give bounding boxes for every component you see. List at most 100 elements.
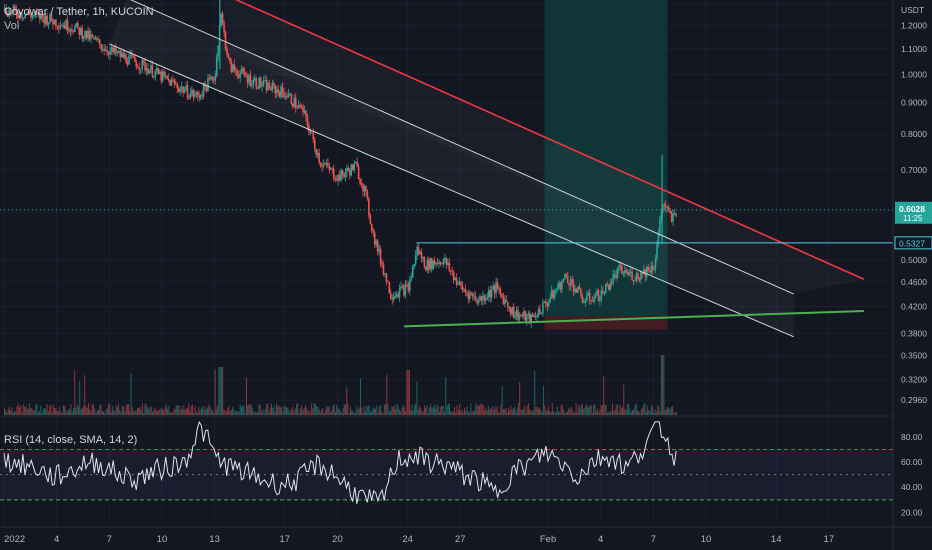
candle-body — [343, 174, 345, 177]
candle-body — [368, 198, 370, 216]
volume-bar — [402, 404, 404, 415]
volume-bar — [662, 355, 664, 415]
volume-bar — [400, 411, 402, 415]
candle-body — [610, 283, 613, 285]
candle-body — [9, 9, 12, 14]
volume-bar — [332, 405, 334, 415]
volume-bar — [69, 408, 71, 415]
time-axis-label: 14 — [771, 534, 782, 545]
volume-bar — [199, 410, 201, 415]
volume-bar — [341, 412, 343, 415]
volume-bar — [287, 407, 289, 415]
volume-bar — [333, 404, 335, 415]
volume-bar — [31, 408, 33, 415]
volume-bar — [593, 404, 595, 415]
candle-body — [593, 297, 595, 302]
volume-bar — [430, 403, 432, 415]
candle-body — [217, 45, 220, 57]
volume-bar — [579, 407, 581, 415]
candle-body — [388, 281, 391, 294]
volume-bar — [76, 403, 78, 415]
candle-body — [271, 83, 274, 91]
candle-body — [384, 273, 386, 275]
candle-body — [318, 153, 320, 163]
candle-body — [205, 87, 208, 92]
rsi-axis-tick: 40.00 — [901, 482, 923, 492]
candle-body — [313, 139, 316, 149]
volume-bar — [378, 407, 380, 415]
volume-bar — [469, 412, 471, 415]
volume-bar — [412, 410, 414, 415]
volume-bar — [67, 409, 69, 415]
candle-body — [533, 315, 535, 318]
candle-body — [585, 295, 588, 301]
candle-body — [78, 27, 81, 35]
long-position-stop-zone — [544, 316, 668, 330]
volume-bar — [640, 409, 642, 415]
volume-bar — [265, 404, 267, 415]
volume-bar — [11, 407, 13, 415]
candle-body — [300, 106, 303, 108]
candle-body — [370, 223, 373, 232]
candle-body — [173, 80, 176, 84]
candle-body — [577, 286, 579, 293]
candle-body — [49, 14, 51, 23]
candle-body — [191, 90, 193, 93]
volume-bar — [584, 407, 586, 415]
volume-bar — [643, 403, 645, 415]
candle-body — [359, 179, 361, 183]
candle-body — [634, 279, 636, 281]
volume-bar — [119, 409, 121, 415]
volume-bar — [155, 409, 157, 415]
candle-body — [302, 106, 304, 113]
candle-body — [547, 301, 550, 306]
candle-body — [419, 251, 421, 255]
volume-bar — [349, 406, 351, 415]
volume-bar — [487, 405, 489, 415]
volume-bar — [392, 406, 394, 415]
volume-bar — [120, 411, 122, 415]
volume-bar — [372, 407, 374, 415]
volume-bar — [395, 409, 397, 415]
volume-bar — [306, 407, 308, 415]
volume-bar — [477, 404, 479, 415]
candle-body — [242, 68, 244, 71]
volume-bar — [32, 410, 34, 415]
volume-bar — [318, 409, 320, 415]
candle-body — [604, 283, 607, 294]
candle-body — [406, 284, 408, 286]
volume-bar — [608, 412, 610, 415]
candle-body — [28, 12, 31, 15]
candle-body — [84, 30, 86, 38]
volume-bar — [286, 407, 288, 415]
volume-bar — [405, 411, 407, 415]
candle-body — [101, 48, 104, 50]
candle-body — [411, 265, 414, 278]
volume-bar — [298, 412, 300, 415]
candle-body — [410, 277, 413, 281]
candle-body — [422, 257, 424, 259]
candle-body — [239, 73, 241, 78]
candle-body — [154, 71, 157, 77]
volume-bar — [169, 411, 171, 415]
rsi-axis-tick: 60.00 — [901, 457, 923, 467]
candle-body — [123, 54, 126, 58]
volume-bar — [198, 407, 200, 415]
volume-bar — [658, 406, 660, 415]
volume-bar — [254, 411, 256, 415]
volume-bar — [496, 406, 498, 415]
volume-bar — [659, 411, 661, 415]
descending-resistance-line — [234, 0, 865, 280]
volume-bar — [213, 412, 215, 415]
volume-bar — [130, 373, 132, 415]
candle-body — [397, 294, 399, 298]
volume-bar — [240, 407, 242, 415]
candle-body — [161, 71, 164, 81]
candle-body — [420, 251, 423, 259]
volume-bar — [421, 411, 423, 415]
volume-bar — [675, 411, 677, 415]
candle-body — [267, 83, 269, 91]
candle-body — [400, 286, 402, 289]
candle-body — [31, 15, 34, 18]
